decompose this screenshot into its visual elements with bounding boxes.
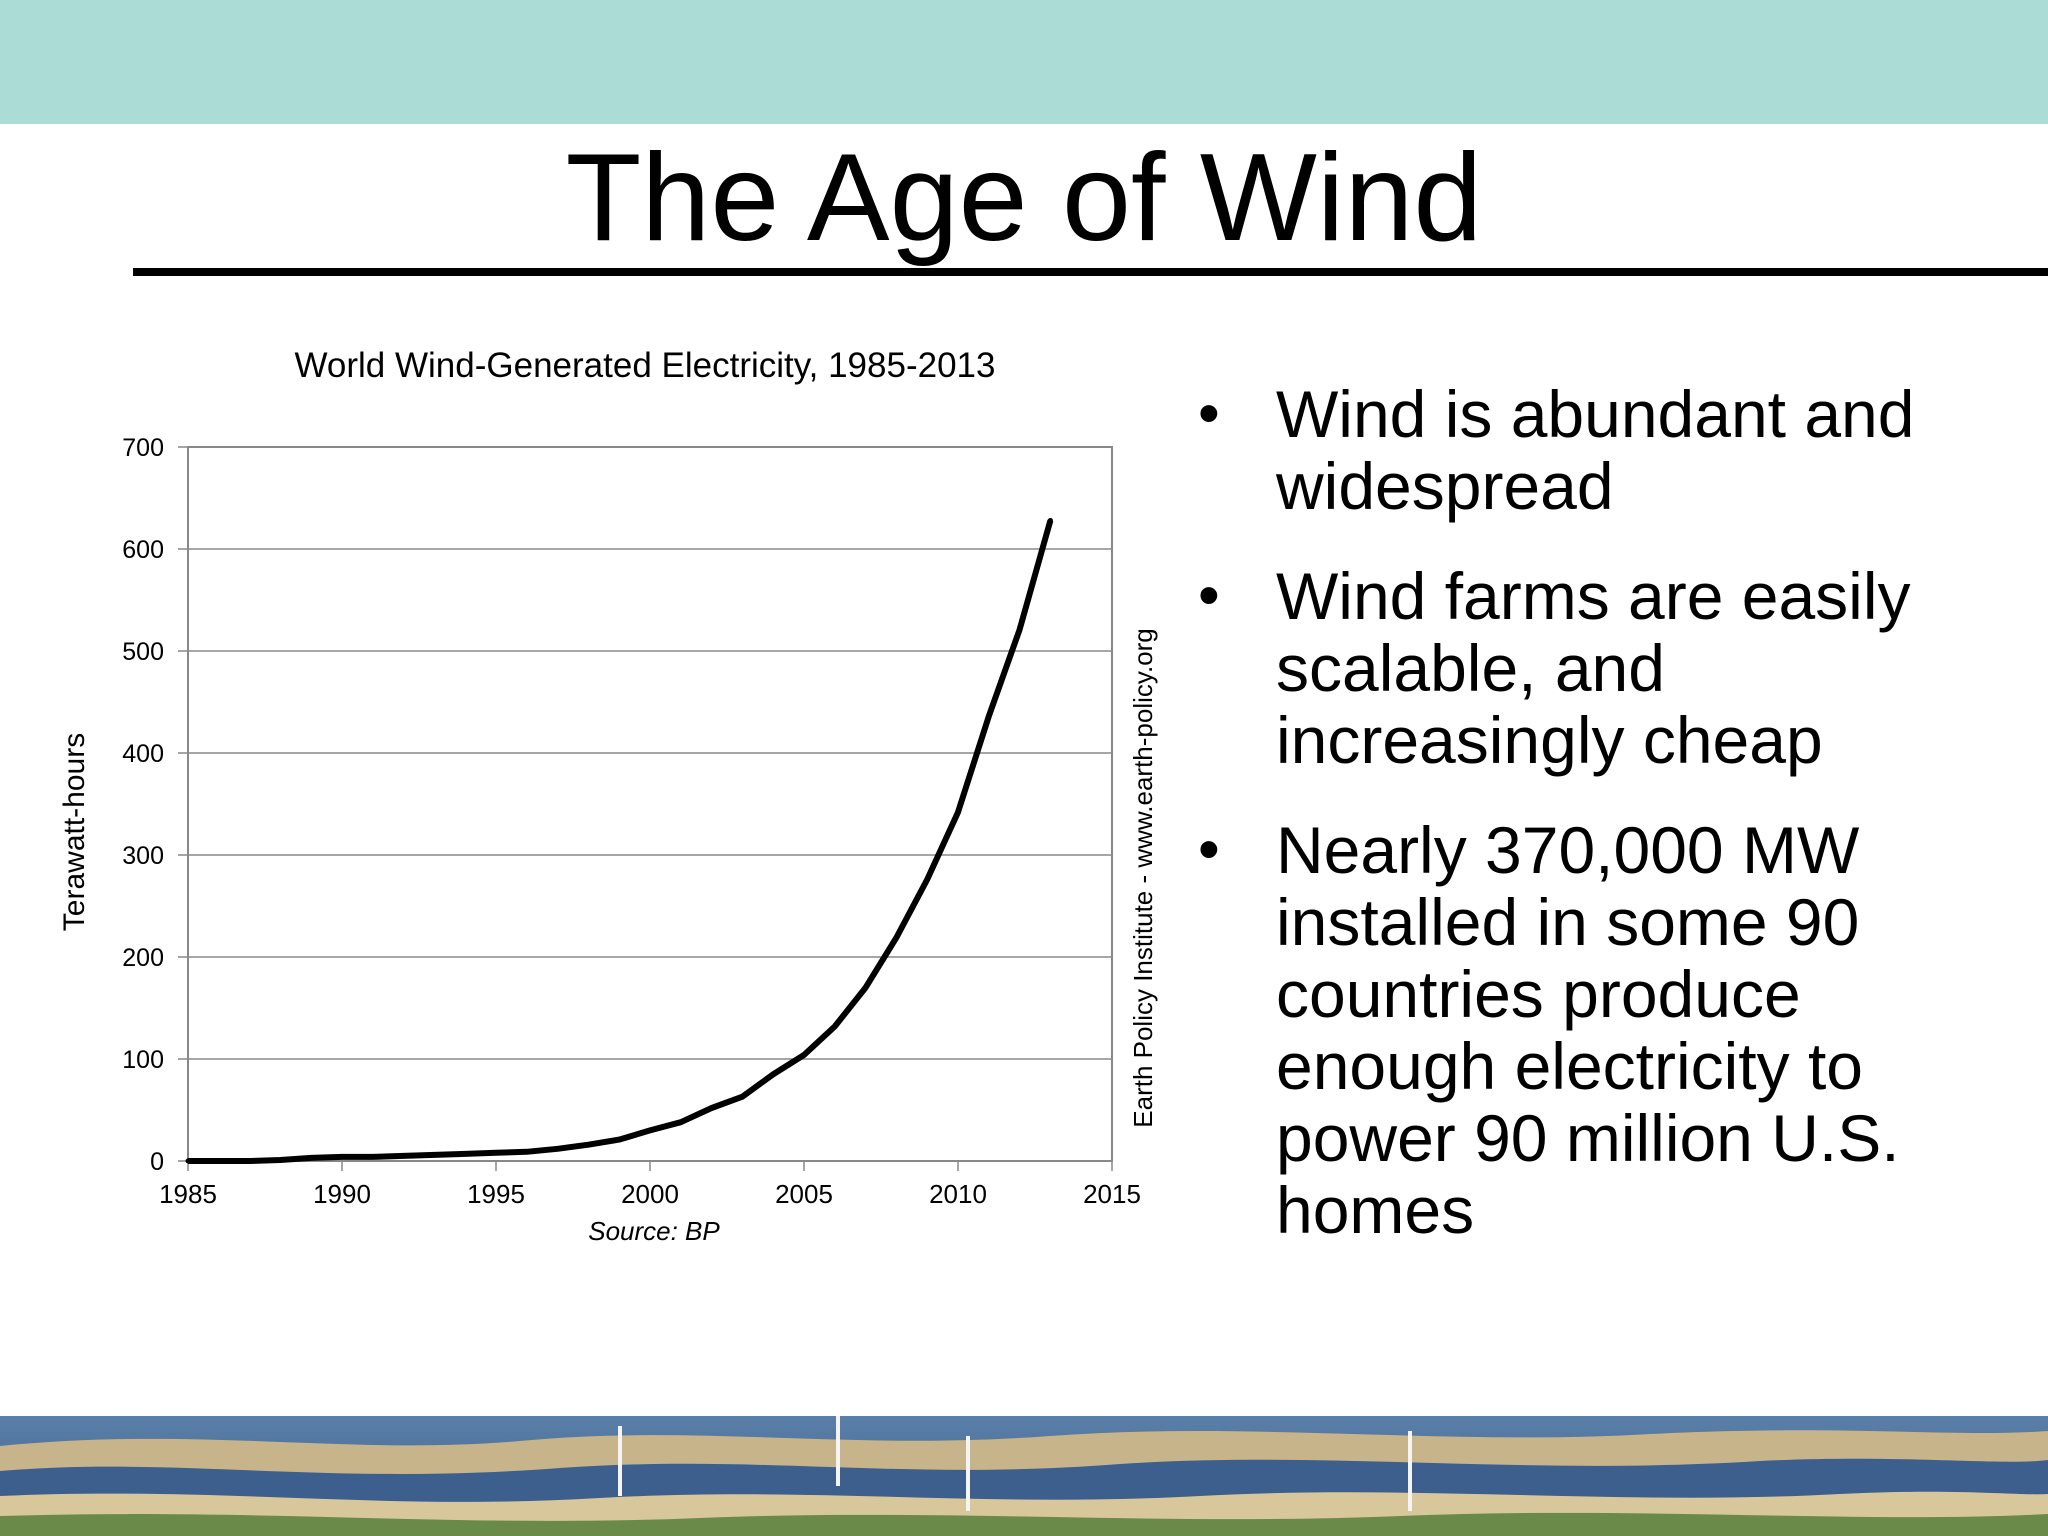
y-tick-label: 400	[122, 740, 164, 768]
bullet-marker: •	[1198, 561, 1220, 630]
data-point	[308, 1155, 314, 1161]
data-point	[1017, 627, 1023, 633]
data-point	[401, 1153, 407, 1159]
data-point	[678, 1119, 684, 1125]
data-point	[986, 713, 992, 719]
credit-label: Earth Policy Institute - www.earth-polic…	[1128, 628, 1158, 1127]
data-point	[493, 1150, 499, 1156]
wind-electricity-chart: World Wind-Generated Electricity, 1985-2…	[58, 346, 1158, 1246]
data-point	[616, 1137, 622, 1143]
bullet-text: Wind farms are easily scalable, and incr…	[1276, 559, 1911, 777]
source-label: Source: BP	[588, 1216, 720, 1246]
x-tick-label: 2010	[929, 1179, 987, 1209]
bullet-item: • Nearly 370,000 MW installed in some 90…	[1190, 814, 2010, 1246]
data-point	[524, 1149, 530, 1155]
y-axis-label: Terawatt-hours	[58, 733, 91, 931]
data-point	[1047, 517, 1053, 523]
x-tick-label: 1995	[467, 1179, 525, 1209]
data-point	[832, 1023, 838, 1029]
x-tick-label: 1985	[159, 1179, 217, 1209]
data-point	[893, 935, 899, 941]
data-point	[924, 876, 930, 882]
bullet-text: Nearly 370,000 MW installed in some 90 c…	[1276, 813, 1900, 1247]
plot-frame	[187, 446, 1113, 1171]
data-point	[801, 1052, 807, 1058]
data-point	[955, 809, 961, 815]
bullet-marker: •	[1198, 379, 1220, 448]
data-point	[216, 1158, 222, 1164]
data-point	[585, 1142, 591, 1148]
series-line	[188, 519, 1054, 1164]
bullet-item: • Wind farms are easily scalable, and in…	[1190, 560, 2010, 776]
title-divider	[133, 268, 2048, 276]
x-tick-label: 2015	[1083, 1179, 1141, 1209]
data-point	[277, 1157, 283, 1163]
plot-border	[187, 446, 1113, 1162]
y-tick-labels: 0 100 200 300 400 500 600 700	[122, 434, 164, 1176]
data-point	[185, 1158, 191, 1164]
x-tick-labels: 1985 1990 1995 2000 2005 2010 2015	[159, 1179, 1141, 1209]
data-point	[709, 1105, 715, 1111]
data-point	[739, 1094, 745, 1100]
y-tick-label: 300	[122, 842, 164, 870]
data-point	[247, 1158, 253, 1164]
chart-title: World Wind-Generated Electricity, 1985-2…	[295, 346, 996, 385]
wind-farm-landscape-image	[0, 1416, 2048, 1536]
grid-lines	[178, 446, 1112, 1162]
x-tick-label: 2005	[775, 1179, 833, 1209]
data-point	[863, 985, 869, 991]
data-point	[462, 1151, 468, 1157]
series-points	[185, 517, 1053, 1164]
data-point	[431, 1152, 437, 1158]
page-title: The Age of Wind	[565, 129, 1483, 267]
y-tick-label: 0	[150, 1148, 164, 1176]
x-tick-label: 1990	[313, 1179, 371, 1209]
bullet-item: • Wind is abundant and widespread	[1190, 378, 2010, 522]
top-band	[0, 0, 2048, 124]
y-tick-label: 500	[122, 638, 164, 666]
data-point	[770, 1071, 776, 1077]
bullet-text: Wind is abundant and widespread	[1276, 377, 1915, 523]
data-point	[370, 1154, 376, 1160]
y-tick-label: 200	[122, 944, 164, 972]
x-tick-label: 2000	[621, 1179, 679, 1209]
bullet-marker: •	[1198, 815, 1220, 884]
y-tick-label: 600	[122, 536, 164, 564]
data-point	[555, 1146, 561, 1152]
data-point	[647, 1127, 653, 1133]
y-tick-label: 700	[122, 434, 164, 462]
bullet-list: • Wind is abundant and widespread • Wind…	[1190, 378, 2010, 1284]
y-tick-label: 100	[122, 1046, 164, 1074]
data-point	[339, 1154, 345, 1160]
